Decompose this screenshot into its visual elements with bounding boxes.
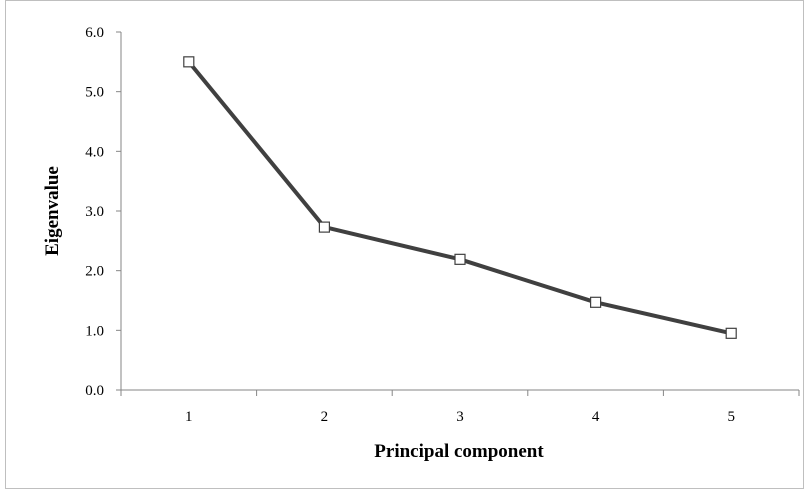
x-tick-label: 3	[456, 409, 464, 425]
y-tick-label: 5.0	[85, 85, 104, 101]
data-point-marker	[725, 327, 737, 339]
y-tick-label: 2.0	[85, 264, 104, 280]
data-point-marker	[454, 253, 466, 265]
y-axis: 0.0 1.0 2.0 3.0 4.0 5.0 6.0	[85, 25, 122, 399]
series-layer	[183, 56, 737, 339]
series-line	[187, 60, 732, 336]
y-tick-label: 3.0	[85, 204, 104, 220]
data-point-marker	[589, 296, 602, 308]
x-tick-label: 2	[321, 409, 329, 425]
y-axis-title: Eigenvalue	[42, 166, 63, 256]
y-tick-label: 4.0	[85, 144, 104, 160]
y-tick-label: 1.0	[85, 323, 104, 339]
x-tick-label: 5	[727, 409, 735, 425]
x-tick-label: 1	[185, 409, 193, 425]
x-tick-label: 4	[592, 409, 600, 425]
data-point-marker	[183, 56, 195, 68]
x-axis-title: Principal component	[374, 441, 544, 462]
y-tick-label: 6.0	[85, 25, 104, 41]
y-tick-label: 0.0	[85, 383, 104, 399]
data-point-marker	[318, 221, 330, 233]
x-axis: 1 2 3 4 5	[120, 389, 800, 425]
